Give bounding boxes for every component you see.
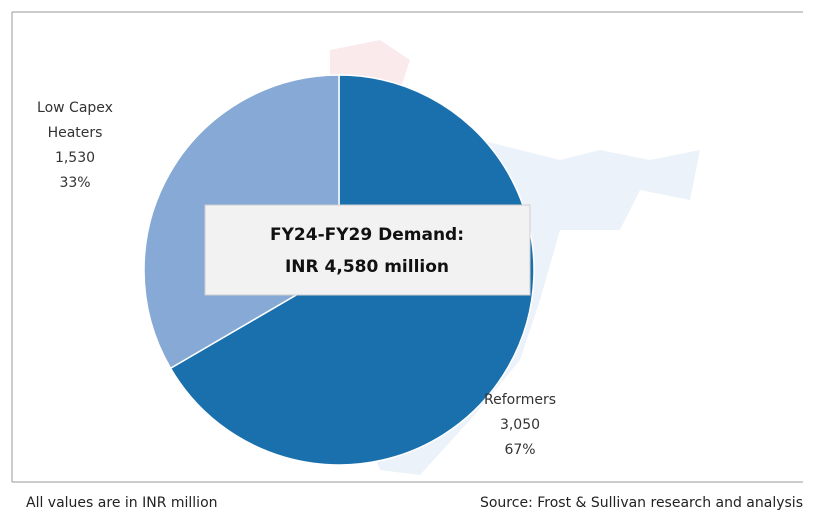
percent-label: 33% xyxy=(59,175,91,191)
value-label: 1,530 xyxy=(54,150,96,166)
center-box xyxy=(204,204,531,296)
slice-label: Low Capex Heaters 1,530 33% xyxy=(30,96,120,196)
category-label: Reformers xyxy=(483,392,557,408)
center-subtitle: INR 4,580 million xyxy=(285,257,449,277)
value-label: 3,050 xyxy=(499,417,541,433)
center-title: FY24-FY29 Demand: xyxy=(270,225,464,245)
category-label: Low Capex Heaters xyxy=(37,100,113,141)
slice-label: Reformers 3,050 67% xyxy=(465,388,575,463)
source: Source: Frost & Sullivan research and an… xyxy=(479,495,803,511)
note: All values are in INR million xyxy=(26,495,218,511)
percent-label: 67% xyxy=(504,442,536,458)
